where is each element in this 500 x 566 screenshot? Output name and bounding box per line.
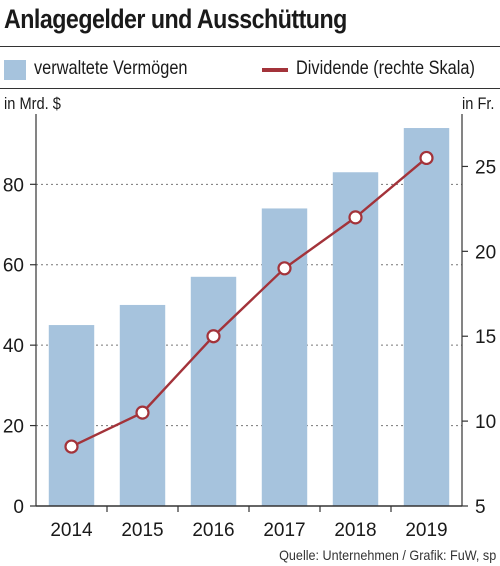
left-tick-label-60: 60 xyxy=(3,256,24,277)
left-tick-label-20: 20 xyxy=(3,417,24,438)
x-tick-label-2017: 2017 xyxy=(263,520,305,541)
left-axis-unit: in Mrd. $ xyxy=(4,94,61,113)
right-axis-unit: in Fr. xyxy=(462,94,495,113)
bar-2016 xyxy=(190,276,237,506)
title-rule xyxy=(0,46,500,47)
dividend-point-2019 xyxy=(419,150,434,166)
bar-2015 xyxy=(119,304,166,506)
chart-title: Anlagegelder und Ausschüttung xyxy=(4,4,347,34)
legend: verwaltete Vermögen Dividende (rechte Sk… xyxy=(0,56,500,84)
x-tick-label-2019: 2019 xyxy=(405,520,447,541)
right-tick-label-25: 25 xyxy=(475,157,496,178)
bar-2019 xyxy=(403,128,450,506)
right-tick-label-5: 5 xyxy=(475,497,486,518)
x-tick-label-2018: 2018 xyxy=(334,520,376,541)
source-note: Quelle: Unternehmen / Grafik: FuW, sp xyxy=(278,547,496,563)
legend-rule xyxy=(0,88,500,89)
legend-swatch-bars xyxy=(4,60,26,80)
dividend-point-2018 xyxy=(348,210,363,225)
left-tick-label-80: 80 xyxy=(3,175,24,196)
right-tick-label-10: 10 xyxy=(475,412,496,433)
bar-2017 xyxy=(261,208,308,506)
dividend-point-2015 xyxy=(135,405,150,420)
legend-label-line: Dividende (rechte Skala) xyxy=(296,58,475,79)
bar-2014 xyxy=(48,325,95,506)
dividend-point-2017 xyxy=(277,261,292,276)
dividend-point-2016 xyxy=(206,329,221,344)
right-tick-label-20: 20 xyxy=(475,242,496,263)
x-tick-label-2016: 2016 xyxy=(192,520,234,541)
legend-swatch-line xyxy=(262,68,288,72)
left-tick-label-40: 40 xyxy=(3,336,24,357)
legend-label-bars: verwaltete Vermögen xyxy=(34,58,188,79)
dividend-line xyxy=(70,157,428,448)
left-tick-label-0: 0 xyxy=(13,497,24,518)
x-tick-label-2015: 2015 xyxy=(121,520,163,541)
dividend-point-2014 xyxy=(64,439,79,454)
x-tick-label-2014: 2014 xyxy=(50,520,93,541)
right-tick-label-15: 15 xyxy=(475,327,496,348)
